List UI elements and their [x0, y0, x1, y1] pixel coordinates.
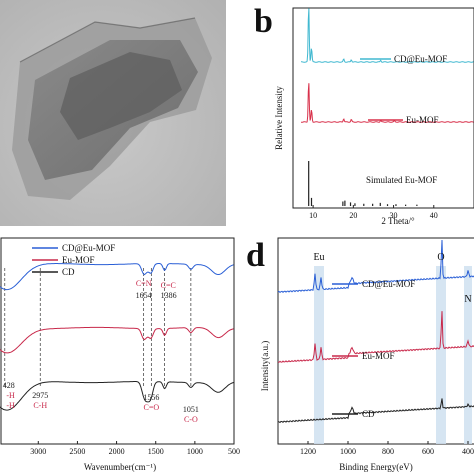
xps-line-1	[278, 311, 474, 363]
x-tick-label-b-0: 10	[309, 211, 317, 220]
panel-letter-d: d	[246, 237, 265, 274]
annotation-c-5: 1051	[183, 405, 199, 414]
panel-d-xps: d Intensity(a.u.) Binding Energy(eV) 120…	[246, 237, 474, 472]
x-axis-label-d: Binding Energy(eV)	[339, 462, 413, 472]
annotation-c-2: 1654	[136, 291, 152, 300]
x-axis-label-c: Wavenumber(cm⁻¹)	[84, 462, 156, 472]
annotation-c-6: C=N	[136, 279, 152, 288]
legend-label-b1: Eu-MOF	[406, 115, 439, 125]
x-tick-label-b-1: 20	[349, 211, 357, 220]
y-axis-label-d: Intensity(a.u.)	[260, 341, 270, 391]
legend-label-c0: CD@Eu-MOF	[62, 243, 115, 253]
xrd-line-0	[301, 8, 474, 63]
plot-frame-c	[0, 237, 235, 445]
region-label-0: Eu	[313, 252, 324, 263]
annotation-c-4: 1556	[143, 393, 159, 402]
annotation-c-7: C=C	[161, 281, 176, 290]
legend-label-b0: CD@Eu-MOF	[394, 54, 447, 64]
x-tick-label-d-4: 400	[462, 447, 474, 456]
annotation-c-10: C-O	[184, 415, 198, 424]
annotation-c-8: C-H	[33, 401, 47, 410]
legend-label-d0: CD@Eu-MOF	[362, 279, 415, 289]
highlight-band-2	[464, 266, 472, 444]
y-axis-label-b: Relative Intensity	[274, 86, 284, 150]
annotation-c-0: 428	[3, 381, 15, 390]
plot-frame-b	[292, 7, 474, 209]
highlight-band-0	[314, 266, 324, 444]
tem-image	[0, 0, 226, 226]
legend-label-d1: Eu-MOF	[362, 351, 395, 361]
x-tick-label-c-0: 3000	[30, 447, 46, 456]
x-tick-label-c-1: 2500	[69, 447, 85, 456]
ftir-line-1	[0, 326, 234, 354]
x-axis-label-b: 2 Theta/°	[381, 216, 415, 226]
legend-label-b2: Simulated Eu-MOF	[366, 175, 437, 185]
ftir-line-0	[0, 263, 234, 291]
x-tick-label-d-2: 800	[382, 447, 394, 456]
tem-sheet-dark	[60, 52, 182, 140]
x-tick-label-b-3: 40	[430, 211, 438, 220]
xps-line-2	[277, 398, 474, 424]
annotation-c-3: 1386	[161, 291, 177, 300]
legend-label-c1: Eu-MOF	[62, 255, 95, 265]
x-tick-label-d-0: 1200	[300, 447, 316, 456]
x-tick-label-c-5: 500	[228, 447, 240, 456]
annotation-c-11: -H	[6, 391, 15, 400]
xrd-line-1	[301, 83, 474, 123]
legend-label-d2: CD	[362, 409, 375, 419]
region-label-2: N	[464, 294, 471, 305]
x-tick-label-d-1: 1000	[340, 447, 356, 456]
x-tick-label-c-4: 1000	[187, 447, 203, 456]
tem-edge	[19, 17, 196, 63]
annotation-c-9: C=O	[144, 403, 160, 412]
x-tick-label-c-3: 1500	[148, 447, 164, 456]
ftir-line-2	[0, 381, 234, 411]
x-tick-label-c-2: 2000	[109, 447, 125, 456]
panel-c-ftir: Wavenumber(cm⁻¹) 3000 2500 2000 1500 1000 500…	[0, 237, 240, 472]
panel-b-xrd: b Relative Intensity 2 Theta/° 10 20 30 40 …	[254, 3, 474, 226]
panel-letter-b: b	[254, 3, 273, 40]
plot-frame-d	[277, 237, 474, 445]
xps-line-0	[277, 239, 474, 294]
x-tick-label-d-3: 600	[422, 447, 434, 456]
legend-label-c2: CD	[62, 267, 75, 277]
region-label-1: O	[437, 252, 444, 263]
highlight-band-1	[436, 266, 446, 444]
x-tick-label-b-2: 30	[390, 211, 398, 220]
annotation-c-1: 2975	[32, 391, 48, 400]
annotation-c-12: -H	[6, 401, 15, 410]
